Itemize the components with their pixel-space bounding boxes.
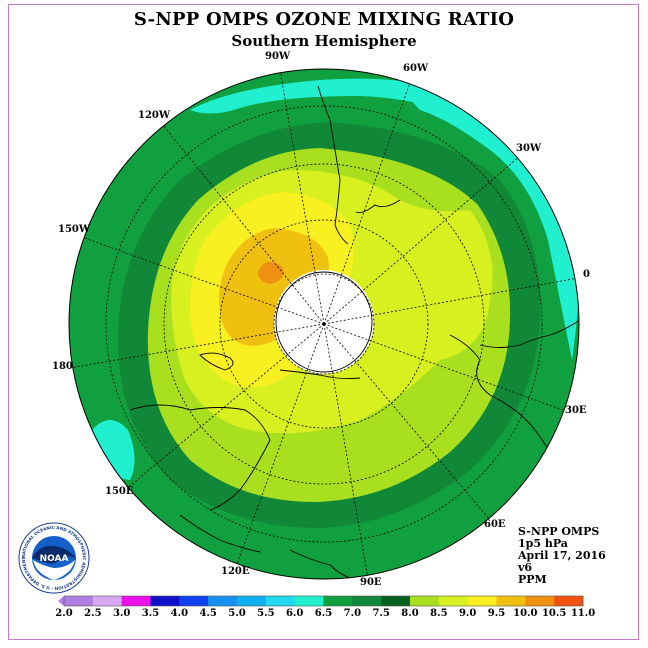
lon-label-90e: 90E <box>360 577 382 588</box>
lon-label-60w: 60W <box>403 63 429 74</box>
colorbar-swatch <box>64 596 94 606</box>
colorbar-outline <box>63 595 584 607</box>
lon-label-30w: 30W <box>516 143 542 154</box>
colorbar-swatch <box>150 596 180 606</box>
colorbar-tick-label: 4.0 <box>170 608 189 619</box>
colorbar-tick-label: 10.0 <box>513 608 538 619</box>
colorbar-swatch <box>554 596 584 606</box>
lon-label-60e: 60E <box>484 519 506 530</box>
colorbar-tick-label: 7.0 <box>343 608 362 619</box>
colorbar-swatch <box>352 596 382 606</box>
lon-label-150e: 150E <box>105 486 134 497</box>
colorbar-tick-label: 2.0 <box>55 608 73 619</box>
lon-label-120w: 120W <box>138 110 171 121</box>
zone-5-5-6-0-north <box>190 78 470 120</box>
colorbar-swatch <box>410 596 440 606</box>
lon-label-0: 0 <box>583 269 590 280</box>
colorbar-swatch <box>467 596 497 606</box>
info-date: April 17, 2016 <box>518 549 606 562</box>
map-boundary <box>68 68 580 580</box>
colorbar-swatch <box>525 596 555 606</box>
lon-label-180: 180 <box>52 361 73 372</box>
noaa-logo: NATIONAL OCEANIC AND ATMOSPHERIC ADMINIS… <box>18 522 90 594</box>
colorbar-tick-label: 7.5 <box>372 608 390 619</box>
colorbar-swatch <box>179 596 209 606</box>
graticule <box>69 69 579 579</box>
colorbar-tick-label: 8.0 <box>401 608 419 619</box>
colorbar-swatch <box>294 596 324 606</box>
colorbar-tick-label: 5.0 <box>228 608 246 619</box>
colorbar-tick-label: 3.5 <box>141 608 160 619</box>
colorbar-swatch <box>381 596 411 606</box>
colorbar-tick-label: 6.0 <box>285 608 304 619</box>
info-units: PPM <box>518 573 547 586</box>
info-instrument: S-NPP OMPS <box>518 525 600 538</box>
lon-label-150w: 150W <box>58 224 91 235</box>
colorbar-tick-label: 11.0 <box>570 608 596 619</box>
info-pressure: 1p5 hPa <box>518 537 568 550</box>
zone-9-0-9-5 <box>258 262 284 284</box>
colorbar-swatch <box>121 596 151 606</box>
logo-text: NOAA <box>40 554 69 564</box>
colorbar-left-end <box>58 596 64 606</box>
ozone-field <box>69 69 579 579</box>
colorbar-tick-label: 4.5 <box>199 608 217 619</box>
colorbar-swatch <box>237 596 267 606</box>
colorbar-tick-label: 5.5 <box>257 608 275 619</box>
colorbar-tick-label: 9.5 <box>487 608 506 619</box>
colorbar-swatch <box>323 596 353 606</box>
colorbar-tick-label: 9.0 <box>458 608 477 619</box>
colorbar-tick-label: 8.5 <box>430 608 448 619</box>
colorbar-swatch <box>265 596 296 606</box>
colorbar-swatch <box>208 596 238 606</box>
colorbar-tick-label: 2.5 <box>84 608 102 619</box>
colorbar-swatch <box>496 596 526 606</box>
info-block: S-NPP OMPS 1p5 hPa April 17, 2016 v6 PPM <box>518 526 606 586</box>
colorbar-tick-label: 10.5 <box>541 608 567 619</box>
map-subtitle: Southern Hemisphere <box>231 32 417 50</box>
info-version: v6 <box>518 561 533 574</box>
map-title: S-NPP OMPS OZONE MIXING RATIO <box>133 9 515 30</box>
lon-label-90w: 90W <box>265 51 291 62</box>
lon-label-120e: 120E <box>221 566 250 577</box>
colorbar-swatch <box>438 596 469 606</box>
colorbar-swatch <box>92 596 123 606</box>
colorbar-tick-label: 3.0 <box>112 608 131 619</box>
colorbar <box>58 595 584 607</box>
colorbar-tick-label: 6.5 <box>314 608 333 619</box>
lon-label-30e: 30E <box>565 405 587 416</box>
